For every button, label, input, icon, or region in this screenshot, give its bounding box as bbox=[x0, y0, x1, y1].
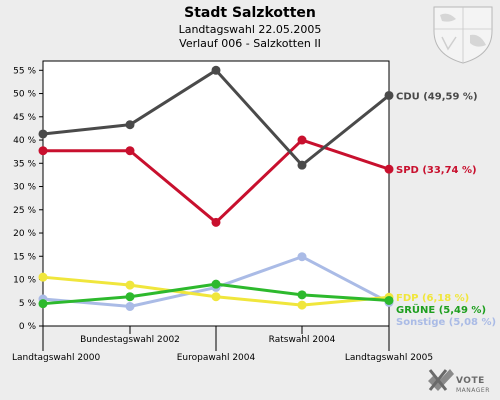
data-point bbox=[125, 301, 135, 311]
series-label-sonstige: Sonstige (5,08 %) bbox=[396, 317, 496, 328]
data-point bbox=[384, 164, 394, 174]
x-tick-label: Ratswahl 2004 bbox=[269, 335, 336, 345]
data-point bbox=[211, 65, 221, 75]
data-point bbox=[125, 120, 135, 130]
y-tick-label: 40 % bbox=[13, 136, 36, 146]
y-tick-label: 50 % bbox=[13, 90, 36, 100]
data-point bbox=[297, 252, 307, 262]
data-point bbox=[297, 300, 307, 310]
data-point bbox=[125, 146, 135, 156]
data-point bbox=[297, 290, 307, 300]
data-point bbox=[211, 279, 221, 289]
y-tick-label: 10 % bbox=[13, 276, 36, 286]
brand-name: VOTE bbox=[456, 376, 485, 386]
series-layer bbox=[38, 65, 394, 311]
x-tick-label: Landtagswahl 2000 bbox=[12, 353, 101, 363]
chart-subtitle-district: Verlauf 006 - Salzkotten II bbox=[179, 37, 321, 50]
chart-subtitle-date: Landtagswahl 22.05.2005 bbox=[179, 23, 322, 36]
y-tick-label: 15 % bbox=[13, 252, 36, 262]
chart-title: Stadt Salzkotten bbox=[184, 5, 316, 21]
y-tick-label: 25 % bbox=[13, 206, 36, 216]
x-tick-label: Bundestagswahl 2002 bbox=[80, 335, 180, 345]
data-point bbox=[38, 299, 48, 309]
vote-manager-logo: VOTE MANAGER bbox=[428, 369, 490, 394]
coat-of-arms-icon bbox=[433, 6, 493, 64]
data-point bbox=[125, 292, 135, 302]
y-tick-label: 0 % bbox=[19, 322, 37, 332]
series-label-spd: SPD (33,74 %) bbox=[396, 165, 477, 176]
data-point bbox=[297, 160, 307, 170]
data-point bbox=[38, 129, 48, 139]
brand-sub: MANAGER bbox=[456, 387, 490, 394]
data-point bbox=[384, 295, 394, 305]
series-label-cdu: CDU (49,59 %) bbox=[396, 91, 478, 102]
y-tick-label: 55 % bbox=[13, 66, 36, 76]
data-point bbox=[297, 135, 307, 145]
y-tick-label: 20 % bbox=[13, 229, 36, 239]
data-point bbox=[125, 280, 135, 290]
y-tick-label: 5 % bbox=[19, 299, 37, 309]
y-tick-label: 45 % bbox=[13, 113, 36, 123]
data-point bbox=[384, 90, 394, 100]
data-point bbox=[211, 217, 221, 227]
series-label-fdp: FDP (6,18 %) bbox=[396, 293, 469, 304]
y-tick-label: 30 % bbox=[13, 183, 36, 193]
x-tick-label: Europawahl 2004 bbox=[177, 353, 256, 363]
x-tick-label: Landtagswahl 2005 bbox=[345, 353, 433, 363]
series-label-grüne: GRÜNE (5,49 %) bbox=[396, 302, 486, 316]
data-point bbox=[38, 272, 48, 282]
axes: 0 % 5 % 10 % 15 % 20 % 25 % 30 % 35 % 40 % 45 % 50… bbox=[12, 66, 433, 363]
series-labels: CDU (49,59 %) SPD (33,74 %) FDP (6,18 %)GR… bbox=[396, 91, 496, 328]
y-tick-label: 35 % bbox=[13, 159, 36, 169]
data-point bbox=[38, 146, 48, 156]
checkmark-logo-icon bbox=[428, 369, 454, 391]
data-point bbox=[211, 292, 221, 302]
